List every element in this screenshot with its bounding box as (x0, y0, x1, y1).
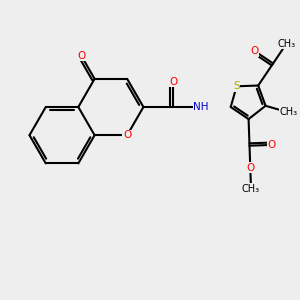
Text: CH₃: CH₃ (242, 184, 260, 194)
Text: CH₃: CH₃ (279, 107, 297, 117)
Text: O: O (268, 140, 276, 150)
Text: O: O (123, 130, 131, 140)
Text: NH: NH (194, 102, 209, 112)
Text: S: S (233, 81, 240, 91)
Text: O: O (250, 46, 259, 56)
Text: O: O (77, 51, 86, 61)
Text: O: O (246, 163, 254, 173)
Text: CH₃: CH₃ (277, 39, 296, 49)
Text: O: O (169, 77, 177, 87)
